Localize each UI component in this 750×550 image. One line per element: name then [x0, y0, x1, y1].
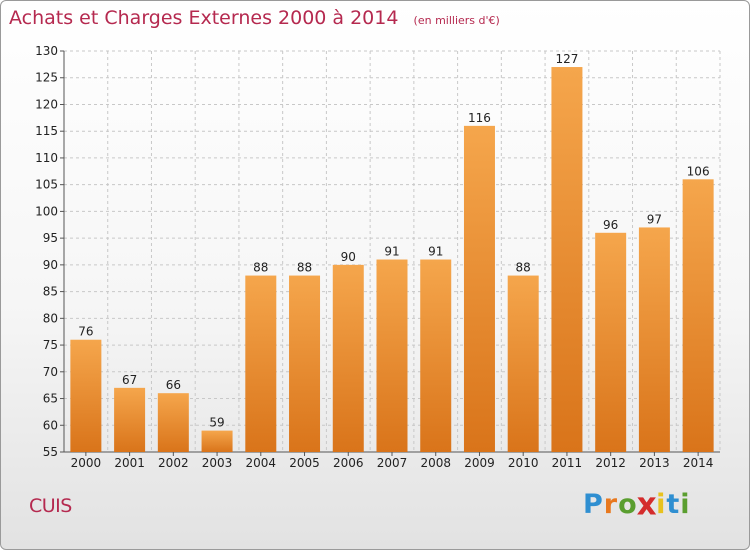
bar [595, 232, 627, 452]
logo-letter: o [618, 489, 638, 520]
data-label: 127 [555, 52, 578, 66]
data-label: 90 [341, 250, 356, 264]
y-tick-label: 115 [35, 124, 58, 138]
y-tick-label: 80 [43, 311, 58, 325]
x-tick-label: 2006 [333, 456, 364, 470]
data-label: 97 [647, 212, 662, 226]
y-tick-label: 120 [35, 97, 58, 111]
x-tick-label: 2000 [71, 456, 102, 470]
bar [682, 179, 714, 452]
data-label: 66 [166, 378, 181, 392]
data-label: 67 [122, 373, 137, 387]
bar [420, 259, 452, 452]
data-label: 76 [78, 325, 93, 339]
title-row: Achats et Charges Externes 2000 à 2014 (… [9, 7, 500, 29]
bar [638, 227, 670, 452]
x-tick-label: 2014 [683, 456, 714, 470]
x-tick-label: 2001 [114, 456, 145, 470]
y-tick-label: 95 [43, 231, 58, 245]
bar [245, 275, 277, 452]
bar [551, 67, 583, 452]
bar [376, 259, 408, 452]
y-tick-label: 60 [43, 418, 58, 432]
bar [157, 393, 189, 452]
bar [114, 387, 146, 452]
bar [70, 339, 102, 452]
data-label: 91 [428, 245, 443, 259]
x-tick-label: 2003 [202, 456, 233, 470]
y-tick-label: 85 [43, 285, 58, 299]
y-tick-label: 105 [35, 178, 58, 192]
logo-letter: r [603, 489, 619, 520]
bar [332, 264, 364, 452]
x-tick-label: 2013 [639, 456, 670, 470]
x-tick-label: 2010 [508, 456, 539, 470]
x-tick-label: 2011 [552, 456, 583, 470]
data-label: 88 [297, 261, 312, 275]
chart-subtitle: (en milliers d'€) [413, 14, 500, 27]
data-label: 96 [603, 218, 618, 232]
data-label: 106 [687, 164, 710, 178]
bar [289, 275, 321, 452]
bar [201, 430, 233, 452]
x-tick-label: 2005 [289, 456, 320, 470]
x-tick-label: 2012 [595, 456, 626, 470]
logo-letter: x [636, 486, 658, 523]
commune-name: CUIS [29, 495, 72, 517]
y-tick-label: 55 [43, 445, 58, 459]
data-label: 116 [468, 111, 491, 125]
y-tick-label: 90 [43, 258, 58, 272]
bar [463, 125, 495, 452]
x-tick-label: 2004 [246, 456, 277, 470]
x-tick-label: 2007 [377, 456, 408, 470]
y-tick-label: 75 [43, 338, 58, 352]
y-tick-label: 130 [35, 44, 58, 58]
chart-title: Achats et Charges Externes 2000 à 2014 [9, 7, 399, 29]
data-label: 88 [516, 261, 531, 275]
x-tick-label: 2008 [420, 456, 451, 470]
y-tick-label: 125 [35, 71, 58, 85]
y-tick-label: 110 [35, 151, 58, 165]
y-tick-label: 65 [43, 392, 58, 406]
data-label: 91 [384, 245, 399, 259]
logo-letter: i [656, 489, 667, 520]
y-tick-label: 100 [35, 204, 58, 218]
y-tick-label: 70 [43, 365, 58, 379]
data-label: 59 [209, 416, 224, 430]
logo-letter: i [680, 489, 691, 520]
bar [507, 275, 539, 452]
logo-letter: t [666, 489, 681, 520]
x-tick-label: 2009 [464, 456, 495, 470]
x-tick-label: 2002 [158, 456, 189, 470]
proxiti-logo: Proxiti [583, 486, 691, 523]
data-label: 88 [253, 261, 268, 275]
logo-letter: P [583, 489, 604, 520]
